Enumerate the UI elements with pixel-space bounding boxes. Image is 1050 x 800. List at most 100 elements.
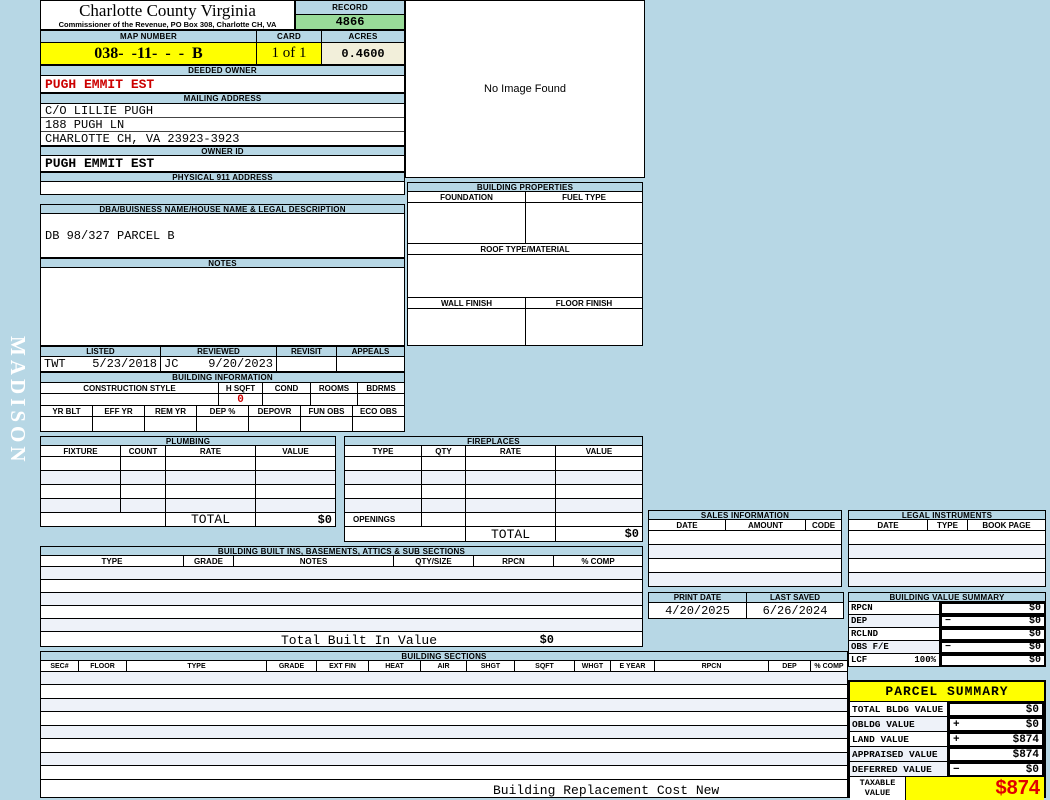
taxable-label: TAXABLE VALUE	[850, 777, 906, 800]
listed-value: TWT 5/23/2018	[41, 357, 161, 371]
card-label: CARD	[257, 30, 322, 43]
bvs-row: DEP − $0	[848, 615, 1046, 628]
ecoobs-value	[353, 417, 404, 431]
bvs-value: $0	[1028, 642, 1041, 653]
table-row	[648, 531, 842, 545]
floor-finish-value	[526, 309, 642, 345]
yrblt-value	[41, 417, 93, 431]
construction-style-label: CONSTRUCTION STYLE	[41, 383, 219, 393]
map-number-label: MAP NUMBER	[40, 30, 257, 43]
table-row	[344, 471, 643, 485]
rooms-label: ROOMS	[311, 383, 358, 393]
bs-shgt-label: SHGT	[467, 661, 515, 671]
effyr-value	[93, 417, 145, 431]
listed-date: 5/23/2018	[92, 357, 157, 371]
taxable-value: $874	[995, 777, 1041, 799]
listed-by: TWT	[44, 357, 66, 371]
bs-extfin-label: EXT FIN	[317, 661, 369, 671]
wall-floor-values	[407, 309, 643, 346]
parcel-op: +	[953, 733, 960, 746]
parcel-value: $874	[1012, 748, 1039, 761]
legal-title: LEGAL INSTRUMENTS	[848, 510, 1046, 520]
fireplaces-type-label: TYPE	[345, 446, 422, 456]
parcel-value: $0	[1025, 718, 1039, 731]
physical-address-label: PHYSICAL 911 ADDRESS	[40, 172, 405, 182]
acres-label: ACRES	[322, 30, 405, 43]
fireplaces-qty-label: QTY	[422, 446, 466, 456]
parcel-row: TOTAL BLDG VALUE $0	[850, 702, 1044, 717]
table-row	[40, 567, 643, 580]
plumbing-total-value: $0	[317, 512, 332, 527]
legal-type-label: TYPE	[928, 520, 968, 530]
card-value: 1 of 1	[257, 43, 322, 65]
table-row	[40, 726, 848, 739]
owner-id-label: OWNER ID	[40, 146, 405, 156]
building-value-summary-title: BUILDING VALUE SUMMARY	[848, 592, 1046, 602]
built-ins-qtysize-label: QTY/SIZE	[394, 556, 474, 566]
table-row	[40, 485, 336, 499]
bvs-value: $0	[1028, 603, 1041, 614]
fireplaces-openings-row: OPENINGS	[344, 513, 643, 527]
dba-label: DBA/BUISNESS NAME/HOUSE NAME & LEGAL DES…	[40, 204, 405, 214]
bvs-suffix: 100%	[914, 655, 936, 665]
table-row	[40, 619, 643, 632]
record-number: 4866	[296, 15, 404, 29]
bvs-op: −	[945, 642, 952, 653]
sales-title: SALES INFORMATION	[648, 510, 842, 520]
bs-rpcn-label: RPCN	[655, 661, 769, 671]
bvs-label: OBS F/E	[851, 642, 889, 652]
parcel-row: APPRAISED VALUE $874	[850, 747, 1044, 762]
sales-code-label: CODE	[811, 520, 836, 530]
building-sections-title: BUILDING SECTIONS	[40, 651, 848, 661]
listed-label: LISTED	[41, 347, 161, 356]
bs-sec-label: SEC#	[41, 661, 79, 671]
bvs-value: $0	[1028, 655, 1041, 666]
table-row	[40, 580, 643, 593]
appeals-label: APPEALS	[351, 347, 390, 356]
table-row	[40, 471, 336, 485]
building-sections-footer: Building Replacement Cost New	[40, 780, 848, 798]
county-title: Charlotte County Virginia	[79, 1, 256, 20]
table-row	[648, 573, 842, 587]
fireplaces-rate-label: RATE	[466, 446, 556, 456]
roof-value	[407, 255, 643, 298]
funobs-label: FUN OBS	[301, 406, 353, 416]
bvs-row: RCLND $0	[848, 628, 1046, 641]
funobs-value	[301, 417, 353, 431]
plumbing-value-label: VALUE	[282, 446, 309, 456]
physical-address-value	[40, 182, 405, 195]
appeals-value	[337, 357, 404, 371]
foundation-fuel-values	[407, 203, 643, 244]
table-row	[40, 606, 643, 619]
reviewed-value: JC 9/20/2023	[161, 357, 277, 371]
bvs-label: LCF	[851, 655, 868, 665]
bvs-op: −	[945, 616, 952, 627]
parcel-summary-title: PARCEL SUMMARY	[850, 682, 1044, 702]
roof-label: ROOF TYPE/MATERIAL	[480, 244, 570, 254]
taxable-row: TAXABLE VALUE $874	[850, 777, 1044, 800]
fireplaces-title: FIREPLACES	[344, 436, 643, 446]
deeded-owner-label: DEEDED OWNER	[40, 65, 405, 76]
table-row	[40, 753, 848, 766]
print-date-value: 4/20/2025	[649, 603, 747, 618]
plumbing-total-label: TOTAL	[166, 512, 256, 527]
depovr-value	[249, 417, 301, 431]
bs-type-label: TYPE	[127, 661, 267, 671]
parcel-value: $874	[1012, 733, 1039, 746]
built-ins-total-label: Total Built In Value	[281, 633, 438, 648]
legal-bookpage-label: BOOK PAGE	[982, 520, 1031, 530]
cond-label: COND	[263, 383, 311, 393]
fireplaces-total-row: TOTAL $0	[344, 527, 643, 542]
built-ins-grade-label: GRADE	[184, 556, 234, 566]
title-box: Charlotte County Virginia Commissioner o…	[40, 0, 295, 30]
parcel-label: APPRAISED VALUE	[850, 747, 948, 762]
print-date-label: PRINT DATE	[649, 593, 747, 602]
table-row	[40, 766, 848, 780]
bs-grade-label: GRADE	[267, 661, 317, 671]
table-row	[40, 499, 336, 513]
sales-date-label: DATE	[649, 520, 726, 530]
legal-date-label: DATE	[849, 520, 928, 530]
hsqft-label: H SQFT	[219, 383, 263, 393]
bs-comp-label: % COMP	[814, 662, 844, 670]
parcel-label: TOTAL BLDG VALUE	[850, 702, 948, 717]
